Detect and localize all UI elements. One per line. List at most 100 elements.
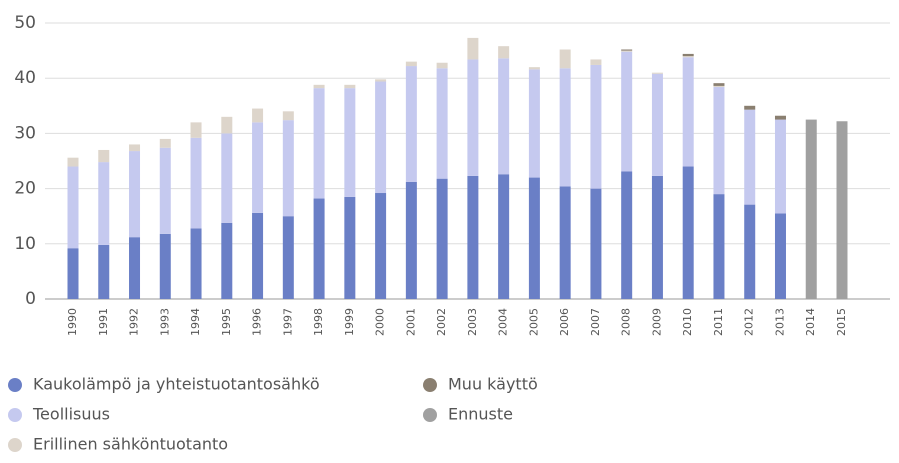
bar-segment	[221, 133, 233, 223]
bar-segment	[774, 115, 786, 120]
x-tick-label: 2013	[773, 308, 786, 336]
legend-label: Muu käyttö	[448, 375, 538, 394]
bar-segment	[344, 88, 356, 197]
bar-segment	[190, 122, 202, 138]
bar-segment	[805, 119, 817, 299]
bar-segment	[221, 116, 233, 134]
bar-segment	[67, 248, 79, 299]
bar-segment	[498, 46, 510, 59]
x-tick-label: 2011	[712, 308, 725, 336]
bar-segment	[621, 50, 633, 52]
bar-segment	[282, 111, 294, 121]
legend-marker	[8, 408, 22, 422]
x-tick-label: 2003	[466, 308, 479, 336]
bar-segment	[467, 175, 479, 299]
bar-segment	[129, 237, 141, 299]
bar-segment	[651, 73, 663, 176]
bar-segment	[252, 108, 264, 123]
legend-marker	[8, 438, 22, 452]
bar-segment	[405, 181, 417, 299]
legend-marker	[8, 378, 22, 392]
bar-segment	[313, 84, 325, 89]
bar-segment	[375, 79, 387, 82]
bar-segment	[559, 186, 571, 299]
bar-segment	[559, 49, 571, 69]
x-tick-label: 2014	[804, 308, 817, 336]
bar-segment	[252, 212, 264, 299]
x-tick-label: 1993	[158, 308, 171, 336]
bar-segment	[774, 213, 786, 299]
bar-segment	[129, 144, 141, 152]
bar-segment	[528, 69, 540, 178]
bar-segment	[436, 178, 448, 299]
x-tick-label: 2007	[589, 308, 602, 336]
bar-segment	[313, 88, 325, 199]
bar-segment	[682, 56, 694, 58]
y-tick-label: 30	[14, 123, 36, 143]
bar-segment	[713, 87, 725, 195]
x-tick-label: 1997	[281, 308, 294, 336]
bar-segment	[498, 58, 510, 175]
x-tick-label: 1990	[66, 308, 79, 336]
bar-segment	[436, 68, 448, 179]
bar-segment	[590, 59, 602, 65]
bar-segment	[159, 138, 171, 148]
bar-segment	[375, 193, 387, 299]
bar-segment	[682, 53, 694, 57]
bar-segment	[405, 61, 417, 67]
bar-segment	[682, 57, 694, 167]
bar-segment	[713, 194, 725, 299]
legend-label: Erillinen sähköntuotanto	[33, 435, 228, 454]
y-tick-label: 10	[14, 234, 36, 254]
x-tick-label: 1996	[251, 308, 264, 336]
x-tick-label: 2004	[497, 308, 510, 336]
x-tick-label: 2009	[650, 308, 663, 336]
bar-segment	[159, 147, 171, 234]
x-tick-label: 1999	[343, 308, 356, 336]
bar-segment	[344, 196, 356, 299]
bar-segment	[651, 175, 663, 299]
legend-marker	[423, 378, 437, 392]
legend-label: Kaukolämpö ja yhteistuotantosähkö	[33, 375, 320, 394]
bar-segment	[313, 198, 325, 299]
x-tick-label: 1994	[189, 308, 202, 336]
bar-segment	[528, 177, 540, 299]
x-tick-label: 2000	[374, 308, 387, 336]
bar-segment	[282, 120, 294, 217]
bar-segment	[67, 166, 79, 249]
bar-segment	[67, 157, 79, 167]
bar-segment	[405, 66, 417, 182]
bar-segment	[98, 149, 110, 163]
x-tick-label: 2015	[835, 308, 848, 336]
bar-segment	[129, 151, 141, 238]
bar-segment	[467, 59, 479, 176]
bar-segment	[344, 84, 356, 89]
x-tick-label: 2006	[558, 308, 571, 336]
legend-label: Teollisuus	[32, 405, 110, 424]
x-tick-label: 1991	[97, 308, 110, 336]
bar-segment	[682, 166, 694, 299]
bar-segment	[713, 85, 725, 88]
bar-segment	[252, 122, 264, 213]
bar-segment	[836, 121, 848, 299]
bar-segment	[774, 119, 786, 214]
y-tick-label: 50	[14, 13, 36, 33]
bar-segment	[713, 83, 725, 86]
y-tick-label: 20	[14, 179, 36, 199]
bar-segment	[467, 37, 479, 60]
legend-marker	[423, 408, 437, 422]
bar-segment	[436, 62, 448, 69]
x-tick-label: 1998	[312, 308, 325, 336]
bar-segment	[621, 51, 633, 172]
bar-segment	[190, 228, 202, 299]
bar-segment	[590, 188, 602, 299]
bar-segment	[190, 137, 202, 229]
bar-segment	[528, 67, 540, 70]
x-tick-label: 2008	[620, 308, 633, 336]
x-tick-label: 2010	[681, 308, 694, 336]
x-tick-label: 2001	[404, 308, 417, 336]
x-tick-label: 2012	[743, 308, 756, 336]
bar-segment	[375, 81, 387, 194]
bar-segment	[98, 162, 110, 245]
